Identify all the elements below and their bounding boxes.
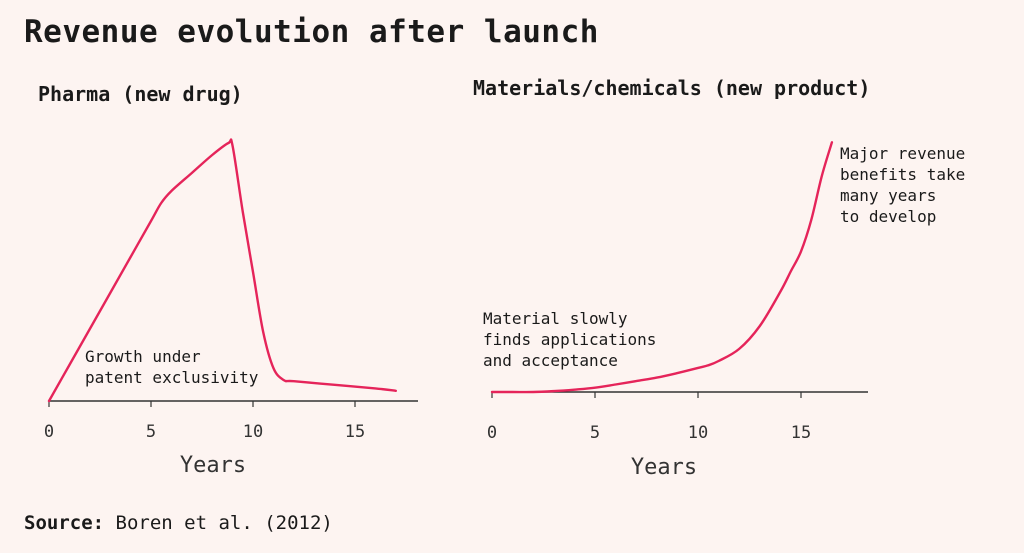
annotation-text: Major revenue benefits take many years to d… (840, 144, 965, 226)
source-note: Source: Boren et al. (2012) (24, 512, 333, 534)
annotation-line: patent exclusivity (85, 368, 259, 387)
materials-panel-title: Materials/chemicals (new product) (473, 76, 871, 100)
x-tick-label: 10 (688, 423, 708, 443)
x-tick-label: 15 (791, 423, 811, 443)
annotation-line: Major revenue (840, 144, 965, 163)
x-tick-label: 0 (44, 422, 54, 442)
annotation-text: Growth under patent exclusivity (85, 347, 259, 387)
annotation-line: and acceptance (483, 351, 618, 370)
series-line (490, 141, 834, 394)
annotation-line: to develop (840, 207, 936, 226)
pharma-panel-title: Pharma (new drug) (38, 82, 243, 106)
x-axis-title: Years (631, 455, 697, 480)
x-tick-label: 5 (590, 423, 600, 443)
source-text: Boren et al. (2012) (115, 512, 333, 534)
chart-title: Revenue evolution after launch (24, 14, 599, 50)
x-axis-title: Years (180, 453, 246, 478)
series-line (47, 138, 397, 403)
annotation-line: finds applications (483, 330, 656, 349)
x-tick-label: 15 (345, 422, 365, 442)
annotation-line: Growth under (85, 347, 201, 366)
source-label: Source: (24, 512, 105, 534)
x-tick-label: 10 (243, 422, 263, 442)
x-tick-label: 5 (146, 422, 156, 442)
materials-chart: 0 5 10 15 Years Material slowly finds applicat… (483, 141, 965, 480)
annotation-line: many years (840, 186, 936, 205)
x-tick-label: 0 (487, 423, 497, 443)
annotation-line: benefits take (840, 165, 965, 184)
pharma-chart: 0 5 10 15 Years Growth under patent exclusivit… (44, 138, 418, 478)
annotation-line: Material slowly (483, 309, 628, 328)
annotation-text: Material slowly finds applications and acc… (483, 309, 656, 370)
